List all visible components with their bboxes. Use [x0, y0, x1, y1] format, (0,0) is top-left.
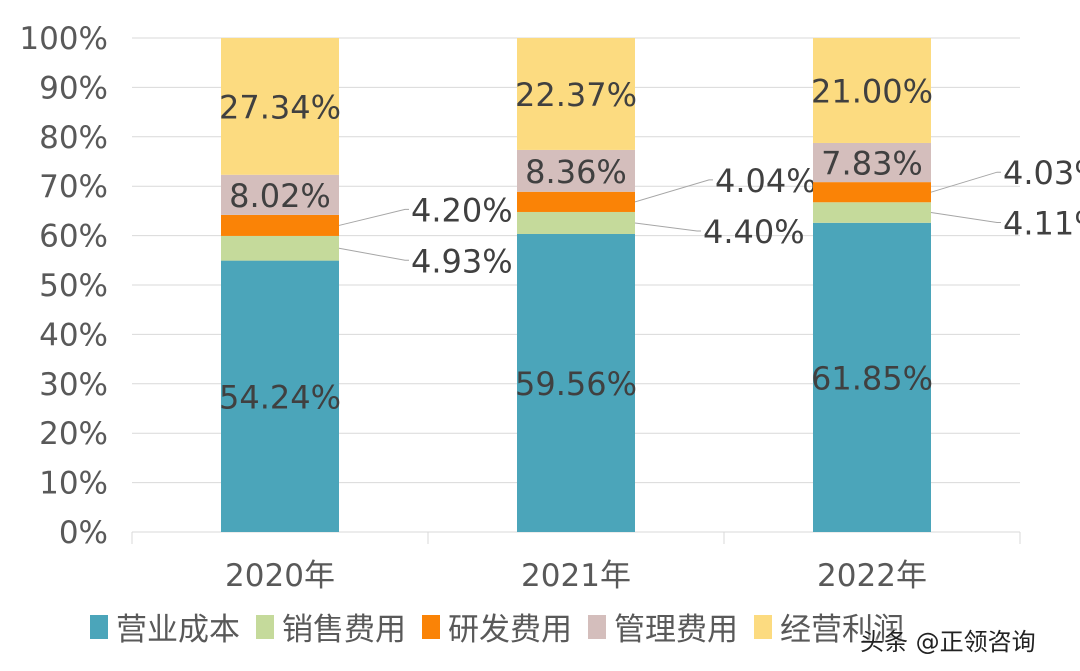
data-label: 4.93%	[411, 242, 513, 280]
leader-line	[338, 247, 409, 261]
data-label: 22.37%	[515, 76, 637, 114]
bar-segment	[813, 182, 931, 203]
leader-line	[634, 179, 713, 203]
y-tick-label: 80%	[39, 120, 108, 156]
bar-segment	[517, 233, 635, 532]
bar-segment	[517, 149, 635, 192]
legend-swatch	[90, 614, 108, 639]
y-tick-label: 30%	[39, 367, 108, 403]
legend-item: 经营利润	[754, 604, 904, 649]
legend-label: 营业成本	[116, 612, 240, 648]
bar-segment	[813, 38, 931, 143]
leader-line	[930, 212, 1001, 224]
bar-segment	[221, 235, 339, 261]
x-tick-label: 2022年	[817, 558, 927, 594]
legend-swatch	[256, 614, 274, 639]
data-label: 4.11%	[1003, 205, 1080, 243]
watermark: 头条 @正领咨询	[860, 628, 1036, 656]
legend-item: 管理费用	[588, 604, 738, 649]
y-tick-label: 50%	[39, 268, 108, 304]
y-tick-label: 60%	[39, 219, 108, 255]
leader-line	[338, 208, 409, 226]
bar-segment	[517, 191, 635, 212]
leader-line	[634, 222, 701, 232]
y-tick-label: 90%	[39, 70, 108, 106]
legend-label: 管理费用	[614, 612, 738, 648]
legend-swatch	[754, 614, 772, 639]
x-tick-label: 2020年	[225, 558, 335, 594]
bar-segment	[221, 38, 339, 175]
data-label: 7.83%	[821, 145, 923, 183]
data-label: 54.24%	[219, 378, 341, 416]
data-label: 8.36%	[525, 153, 627, 191]
legend-swatch	[422, 614, 440, 639]
legend-label: 研发费用	[448, 612, 572, 648]
data-label: 4.04%	[715, 162, 817, 200]
x-tick-label: 2021年	[521, 558, 631, 594]
y-tick-label: 70%	[39, 169, 108, 205]
leader-line	[930, 171, 1001, 193]
data-label: 4.40%	[703, 213, 805, 251]
bar-segment	[517, 211, 635, 234]
bar-segment	[813, 222, 931, 532]
bar-segment	[221, 260, 339, 532]
bar-segment	[813, 202, 931, 223]
y-tick-label: 20%	[39, 416, 108, 452]
legend-item: 研发费用	[422, 604, 572, 649]
data-label: 61.85%	[811, 359, 933, 397]
y-tick-label: 10%	[39, 466, 108, 502]
y-tick-label: 40%	[39, 317, 108, 353]
legend-label: 销售费用	[282, 612, 406, 648]
data-label: 4.20%	[411, 191, 513, 229]
bar-segment	[517, 38, 635, 150]
data-label: 59.56%	[515, 365, 637, 403]
legend-item: 销售费用	[256, 604, 406, 649]
bar-segment	[221, 214, 339, 236]
data-label: 8.02%	[229, 177, 331, 215]
legend-item: 营业成本	[90, 604, 240, 649]
data-label: 27.34%	[219, 88, 341, 126]
legend: 营业成本 销售费用 研发费用 管理费用 经营利润	[90, 604, 920, 649]
legend-label: 经营利润	[780, 612, 904, 648]
legend-swatch	[588, 614, 606, 639]
bar-segment	[221, 174, 339, 215]
data-label: 4.03%	[1003, 154, 1080, 192]
y-tick-label: 100%	[19, 21, 108, 57]
data-label: 21.00%	[811, 72, 933, 110]
bar-segment	[813, 142, 931, 183]
y-tick-label: 0%	[59, 515, 108, 551]
